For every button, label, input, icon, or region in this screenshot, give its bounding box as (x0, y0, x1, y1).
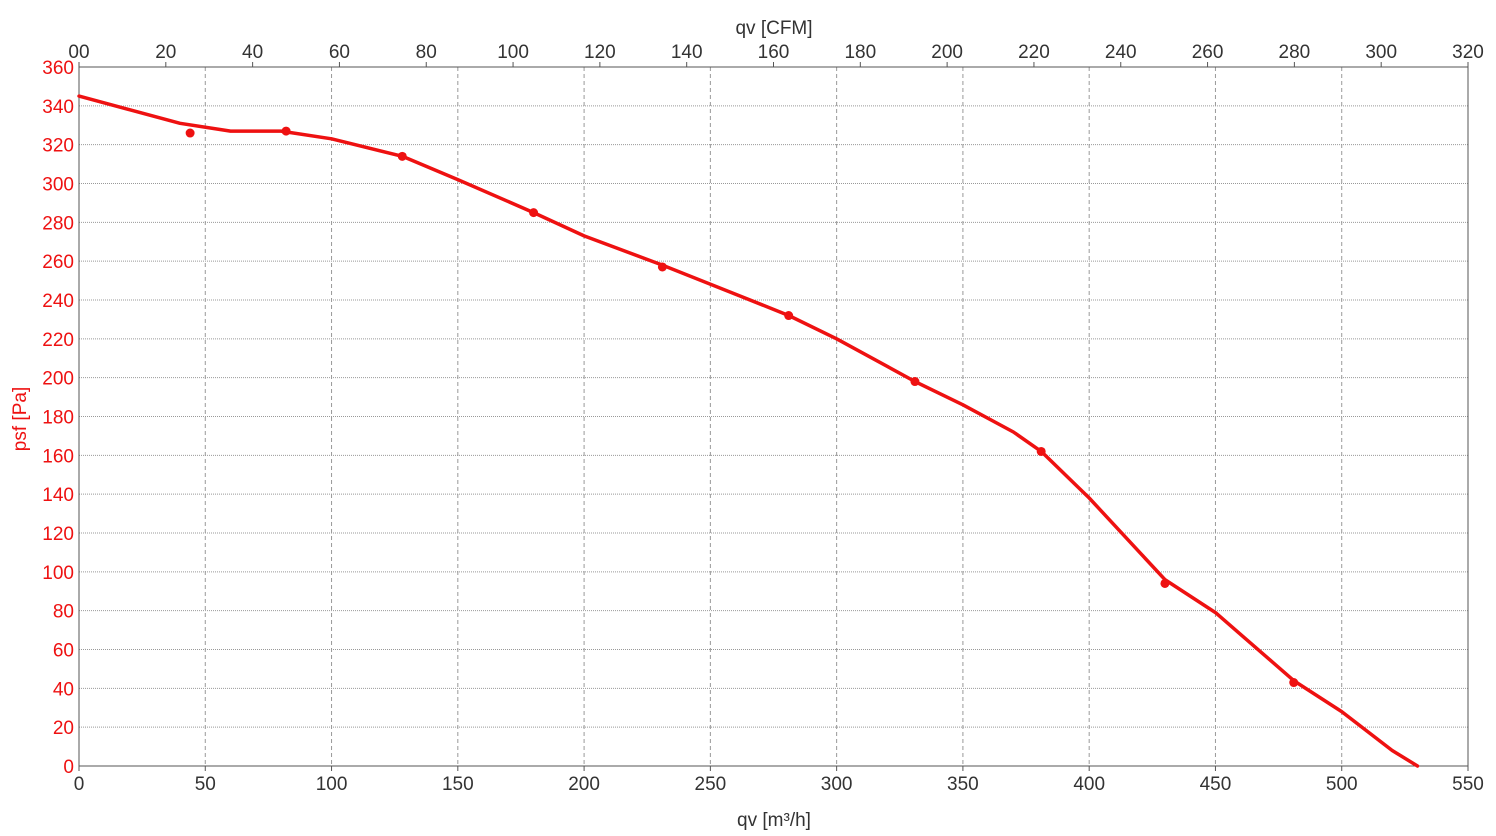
measured-data-point (185, 128, 195, 138)
y-tick-label: 260 (42, 252, 74, 273)
y-tick-label: 360 (42, 58, 74, 79)
measured-data-point (910, 377, 920, 387)
x2-tick-label: 300 (1365, 42, 1397, 63)
series-layer (77, 94, 1420, 768)
x2-axis-label: qv [CFM] (735, 18, 812, 39)
y-tick-label: 160 (42, 446, 74, 467)
measured-data-point (529, 208, 539, 218)
y-tick-label: 320 (42, 136, 74, 157)
x-tick-label: 150 (442, 774, 474, 795)
measured-data-point (1289, 678, 1299, 688)
x2-tick-label: 260 (1192, 42, 1224, 63)
x2-tick-label: 120 (584, 42, 616, 63)
x-axis-ticks: 0 50 100 150 200 250 300 350 400 450 500 550 (74, 766, 1484, 795)
measured-data-point (657, 262, 667, 272)
x2-tick-label: 140 (671, 42, 703, 63)
x2-tick-label: 280 (1279, 42, 1311, 63)
y-tick-label: 120 (42, 524, 74, 545)
measured-data-point (784, 311, 794, 321)
x2-tick-label: 220 (1018, 42, 1050, 63)
measured-data-point (1036, 446, 1046, 456)
y-tick-label: 180 (42, 408, 74, 429)
x2-tick-label: 240 (1105, 42, 1137, 63)
x2-tick-label: 100 (497, 42, 529, 63)
x-tick-label: 0 (74, 774, 85, 795)
x2-tick-label: 200 (931, 42, 963, 63)
pressure-curve-line (77, 94, 1420, 768)
x2-tick-label: 40 (242, 42, 263, 63)
x-tick-label: 500 (1326, 774, 1358, 795)
x2-tick-label: 20 (155, 42, 176, 63)
x-tick-label: 450 (1200, 774, 1232, 795)
x2-axis-ticks: 00 20 40 60 80 100 120 140 160 180 200 220 240 260 280… (68, 42, 1484, 67)
y-tick-label: 60 (53, 641, 74, 662)
measured-data-point (281, 126, 291, 136)
x2-tick-label: 80 (416, 42, 437, 63)
measured-data-point (1160, 578, 1170, 588)
y-axis-label: psf [Pa] (10, 387, 31, 451)
x2-tick-label: 60 (329, 42, 350, 63)
y-tick-label: 300 (42, 175, 74, 196)
x2-tick-label: 00 (68, 42, 89, 63)
y-tick-label: 100 (42, 563, 74, 584)
y-tick-label: 240 (42, 291, 74, 312)
x-tick-label: 250 (695, 774, 727, 795)
x-tick-label: 350 (947, 774, 979, 795)
x-axis-label: qv [m³/h] (737, 810, 811, 831)
y-tick-label: 280 (42, 213, 74, 234)
y-tick-label: 220 (42, 330, 74, 351)
grid-lines (78, 66, 1469, 767)
x2-tick-label: 180 (844, 42, 876, 63)
y-axis-ticks: 0 20 40 60 80 100 120 140 160 180 200 220 240 260 280 3… (42, 58, 74, 778)
y-tick-label: 80 (53, 602, 74, 623)
x2-tick-label: 160 (758, 42, 790, 63)
y-tick-label: 20 (53, 718, 74, 739)
y-tick-label: 40 (53, 679, 74, 700)
x-tick-label: 300 (821, 774, 853, 795)
y-tick-label: 200 (42, 369, 74, 390)
x-tick-label: 400 (1073, 774, 1105, 795)
x2-tick-label: 320 (1452, 42, 1484, 63)
measured-data-point (397, 151, 407, 161)
x-tick-label: 50 (195, 774, 216, 795)
y-tick-label: 140 (42, 485, 74, 506)
y-tick-label: 340 (42, 97, 74, 118)
x-tick-label: 100 (316, 774, 348, 795)
y-tick-label: 0 (63, 757, 74, 778)
x-tick-label: 200 (568, 774, 600, 795)
x-tick-label: 550 (1452, 774, 1484, 795)
